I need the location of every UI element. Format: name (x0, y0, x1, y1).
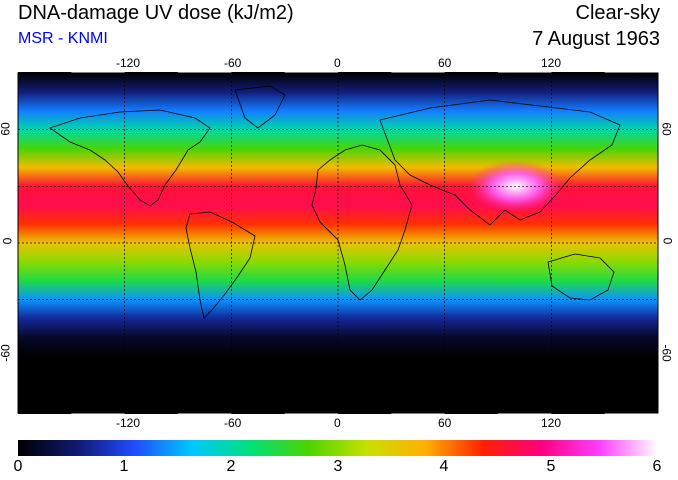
colorbar-label-4: 4 (439, 458, 449, 475)
lat-label-right-60: 60 (659, 122, 674, 136)
colorbar-label-0: 0 (13, 458, 23, 475)
colorbar-label-3: 3 (333, 458, 343, 475)
lon-label-top-4: 60 (438, 56, 452, 70)
lat-label-left-minus60: -60 (0, 344, 13, 362)
frame-ticks (18, 72, 605, 414)
north-america-coast (49, 109, 211, 207)
europe-africa-coast (311, 144, 413, 301)
lat-label-left-60: 60 (0, 122, 13, 136)
lat-label-right-0: 0 (660, 237, 675, 245)
lon-label-bottom-2: -60 (224, 416, 242, 430)
colorbar-label-6: 6 (652, 458, 662, 475)
lon-label-top-5: 120 (541, 56, 562, 70)
map-title: DNA-damage UV dose (kJ/m2) (18, 2, 294, 24)
lat-label-left-0: 0 (0, 237, 15, 245)
lat-label-right-minus60: -60 (659, 344, 674, 362)
graticule (18, 73, 658, 413)
map-date: 7 August 1963 (532, 28, 660, 50)
colorbar-label-5: 5 (546, 458, 556, 475)
lon-label-top-2: -60 (224, 56, 242, 70)
lon-label-bottom-1: -120 (116, 416, 141, 430)
colorbar (18, 440, 658, 456)
greenland-coast (234, 85, 286, 129)
lon-label-bottom-3: 0 (334, 416, 341, 430)
south-america-coast (185, 211, 256, 319)
colorbar-label-2: 2 (226, 458, 236, 475)
lon-label-top-3: 0 (334, 56, 341, 70)
colorbar-label-1: 1 (119, 458, 129, 475)
lon-label-bottom-5: 120 (541, 416, 562, 430)
australia-coast (547, 253, 615, 301)
sky-condition: Clear-sky (575, 2, 660, 24)
source-label: MSR - KNMI (18, 30, 108, 47)
lon-label-bottom-4: 60 (438, 416, 452, 430)
lon-label-top-1: -120 (116, 56, 141, 70)
